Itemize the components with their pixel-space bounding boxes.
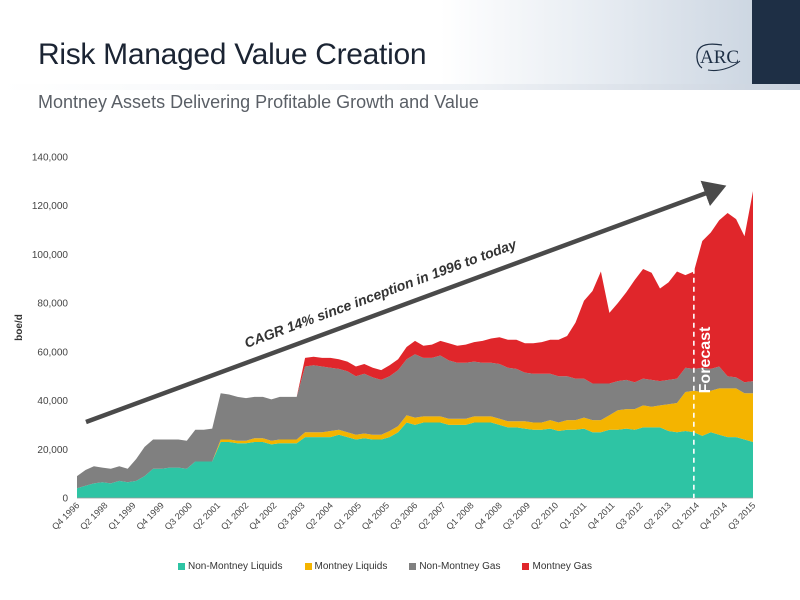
area-montney-gas bbox=[77, 191, 753, 477]
x-tick-label: Q3 2006 bbox=[388, 500, 419, 531]
logo-text: ARC bbox=[700, 47, 740, 68]
x-tick-label: Q1 2011 bbox=[557, 500, 588, 531]
production-chart: 0 20,000 40,000 60,000 80,000 100,000 120,000 1… bbox=[14, 153, 757, 532]
x-tick-label: Q1 2005 bbox=[332, 500, 363, 531]
y-tick-label: 60,000 bbox=[37, 347, 68, 358]
y-axis-title: boe/d bbox=[14, 314, 25, 341]
x-tick-label: Q1 1999 bbox=[106, 500, 137, 531]
y-tick-label: 20,000 bbox=[37, 445, 68, 456]
x-tick-label: Q3 2009 bbox=[501, 500, 532, 531]
header-background bbox=[0, 0, 800, 84]
forecast-label: Forecast bbox=[697, 326, 714, 393]
x-tick-label: Q1 2002 bbox=[219, 500, 250, 531]
legend-label: Montney Liquids bbox=[314, 561, 388, 572]
x-tick-label: Q2 2010 bbox=[529, 500, 560, 531]
legend-swatch bbox=[522, 563, 530, 570]
area-montney-liquids bbox=[77, 388, 753, 489]
page-subtitle: Montney Assets Delivering Profitable Gro… bbox=[38, 92, 479, 112]
x-tick-label: Q4 2005 bbox=[360, 500, 391, 531]
x-tick-label: Q2 2001 bbox=[191, 500, 222, 531]
legend-label: Montney Gas bbox=[532, 561, 592, 572]
x-tick-label: Q3 2003 bbox=[275, 500, 306, 531]
x-tick-label: Q4 1999 bbox=[134, 500, 165, 531]
y-tick-label: 40,000 bbox=[37, 396, 68, 407]
arc-logo-icon bbox=[696, 43, 741, 72]
legend-item: Non-Montney Gas bbox=[409, 561, 500, 572]
x-tick-label: Q4 1996 bbox=[50, 500, 81, 531]
legend-swatch bbox=[304, 563, 312, 570]
legend-item: Non-Montney Liquids bbox=[178, 561, 283, 572]
y-tick-label: 0 bbox=[62, 494, 68, 505]
x-tick-label: Q2 2013 bbox=[641, 500, 672, 531]
y-axis: 0 20,000 40,000 60,000 80,000 100,000 120,000 1… bbox=[14, 153, 68, 505]
x-tick-label: Q3 2012 bbox=[613, 500, 644, 531]
x-tick-label: Q4 2014 bbox=[698, 500, 729, 531]
cagr-annotation: CAGR 14% since inception in 1996 to toda… bbox=[242, 235, 519, 350]
header-accent-strip bbox=[752, 0, 800, 84]
legend-label: Non-Montney Liquids bbox=[188, 561, 283, 572]
x-tick-label: Q4 2002 bbox=[247, 500, 278, 531]
x-tick-label: Q4 2008 bbox=[472, 500, 503, 531]
x-tick-label: Q3 2000 bbox=[163, 500, 194, 531]
page-title: Risk Managed Value Creation bbox=[38, 38, 427, 71]
x-tick-label: Q4 2011 bbox=[586, 500, 617, 531]
y-tick-label: 100,000 bbox=[32, 250, 69, 261]
x-tick-label: Q1 2008 bbox=[444, 500, 475, 531]
header-band bbox=[0, 84, 800, 90]
chart-legend: Non-Montney Liquids Montney Liquids Non-Mo… bbox=[178, 561, 638, 572]
x-tick-label: Q1 2014 bbox=[670, 500, 701, 531]
x-tick-label: Q2 2007 bbox=[416, 500, 447, 531]
legend-swatch bbox=[409, 563, 417, 570]
legend-swatch bbox=[178, 563, 185, 570]
y-tick-label: 120,000 bbox=[32, 201, 69, 212]
area-non-montney-gas bbox=[77, 354, 753, 489]
legend-label: Non-Montney Gas bbox=[419, 561, 501, 572]
y-tick-label: 80,000 bbox=[37, 299, 68, 310]
area-non-montney-liquids bbox=[77, 422, 753, 498]
x-tick-label: Q2 2004 bbox=[303, 500, 334, 531]
y-tick-label: 140,000 bbox=[32, 153, 69, 164]
stacked-areas bbox=[77, 191, 753, 498]
x-tick-label: Q3 2015 bbox=[726, 500, 757, 531]
x-tick-label: Q2 1998 bbox=[78, 500, 109, 531]
cagr-arrow bbox=[85, 180, 727, 425]
legend-item: Montney Liquids bbox=[304, 561, 388, 572]
legend-item: Montney Gas bbox=[522, 561, 592, 572]
